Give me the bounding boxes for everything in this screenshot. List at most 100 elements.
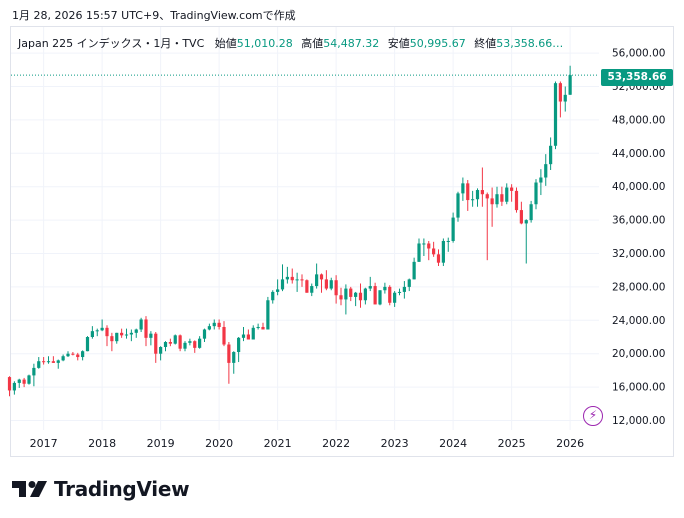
candle-body xyxy=(305,280,309,293)
candle xyxy=(339,287,343,306)
candle-body xyxy=(246,334,250,340)
candle xyxy=(198,336,202,349)
candle xyxy=(139,317,143,332)
candle-body xyxy=(178,335,182,349)
x-tick-label: 2019 xyxy=(147,437,175,450)
candle-body xyxy=(100,327,104,331)
candle-body xyxy=(256,326,260,328)
candle-body xyxy=(295,279,299,281)
candle-body xyxy=(397,291,402,293)
candle-body xyxy=(480,190,484,195)
candle-body xyxy=(280,279,285,290)
candle-body xyxy=(358,292,363,301)
chart-caption: 1月 28, 2026 15:57 UTC+9、TradingView.comで… xyxy=(12,9,296,22)
candle-body xyxy=(456,193,460,218)
candle-body xyxy=(432,248,436,255)
y-tick-label: 28,000.00 xyxy=(612,281,665,293)
close-value: 53,358.66… xyxy=(496,37,564,50)
candle-body xyxy=(42,361,46,363)
candle-body xyxy=(485,194,489,199)
candle xyxy=(544,154,548,186)
candle-body xyxy=(17,379,21,383)
candle xyxy=(358,283,363,308)
candle-body xyxy=(222,326,226,345)
x-tick-label: 2025 xyxy=(498,437,526,450)
candle-body xyxy=(285,276,289,280)
candle-body xyxy=(173,335,177,344)
x-axis-labels: 1620172018201920202021202220232024202520… xyxy=(30,437,585,450)
candle xyxy=(285,266,289,284)
candle-body xyxy=(441,240,445,263)
candle xyxy=(276,279,280,296)
candle-body xyxy=(188,341,192,343)
candle xyxy=(154,331,158,363)
tradingview-brand[interactable]: TradingView xyxy=(12,476,190,502)
candle xyxy=(159,346,163,361)
candle xyxy=(295,272,299,292)
y-tick-label: 40,000.00 xyxy=(612,181,665,193)
high-value: 54,487.32 xyxy=(323,37,380,50)
candle xyxy=(22,377,26,388)
candle-body xyxy=(276,289,280,292)
candle-body xyxy=(558,83,562,102)
candle xyxy=(383,282,387,294)
candle-body xyxy=(568,75,572,95)
candle-body xyxy=(349,288,353,297)
candle xyxy=(436,249,441,267)
candle xyxy=(290,268,294,284)
candle xyxy=(329,277,333,291)
candle xyxy=(451,212,455,243)
candle-body xyxy=(500,194,504,202)
candle-body xyxy=(7,377,12,391)
close-label: 終値 xyxy=(474,37,497,50)
candle xyxy=(388,285,392,306)
lightning-icon[interactable]: ⚡ xyxy=(583,406,603,426)
candle-body xyxy=(475,190,480,200)
candle xyxy=(553,81,558,150)
ohlc-legend: Japan 225 インデックス・1月・TVC 始値51,010.28 高値54… xyxy=(18,35,563,51)
candle xyxy=(105,325,109,347)
candle xyxy=(37,357,41,369)
candle xyxy=(149,331,153,346)
candle-body xyxy=(514,190,519,211)
candle-body xyxy=(539,177,543,183)
candle-body xyxy=(412,261,416,280)
candle xyxy=(334,275,338,304)
candle-body xyxy=(154,333,158,354)
candle-body xyxy=(436,254,441,263)
chart-frame xyxy=(10,26,674,457)
candle xyxy=(471,190,475,207)
candle xyxy=(193,340,197,353)
candle xyxy=(280,264,285,292)
symbol-label[interactable]: Japan 225 インデックス・1月・TVC xyxy=(18,37,205,50)
candle xyxy=(56,359,60,369)
candle-body xyxy=(46,361,51,363)
candle xyxy=(46,356,51,364)
candle-body xyxy=(388,286,392,303)
candle xyxy=(222,321,226,347)
x-tick-label: 2021 xyxy=(264,437,292,450)
y-tick-label: 56,000.00 xyxy=(612,48,665,60)
y-axis-labels: 56,000.0052,000.0048,000.0044,000.0040,0… xyxy=(612,48,665,427)
candle-body xyxy=(129,332,133,335)
candle-body xyxy=(56,360,60,363)
x-tick-label: 2017 xyxy=(30,437,58,450)
open-label: 始値 xyxy=(214,37,237,50)
candle xyxy=(66,351,70,358)
candle xyxy=(212,319,216,330)
candle xyxy=(256,323,260,330)
candle xyxy=(368,276,372,292)
candle-body xyxy=(315,274,319,287)
candle-body xyxy=(363,288,367,301)
candle-body xyxy=(217,322,221,327)
candle-body xyxy=(407,279,411,287)
candle-body xyxy=(144,319,148,338)
candle-body xyxy=(27,375,31,384)
candle xyxy=(232,351,236,374)
candle xyxy=(324,270,328,291)
candle xyxy=(188,338,192,346)
y-tick-label: 24,000.00 xyxy=(612,315,665,327)
candle xyxy=(310,283,314,297)
candle xyxy=(202,328,207,343)
